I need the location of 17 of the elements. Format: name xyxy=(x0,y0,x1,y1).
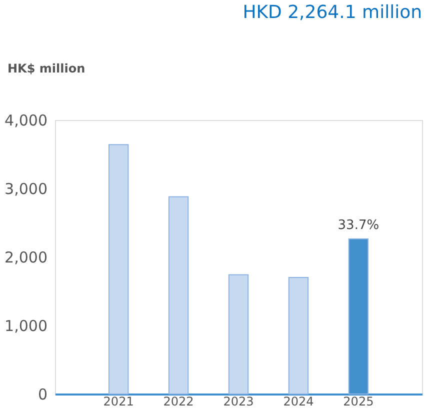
bar xyxy=(288,277,309,394)
x-tick-label: 2024 xyxy=(283,394,314,408)
x-tick-label: 2021 xyxy=(103,394,134,408)
y-tick-label: 1,000 xyxy=(4,317,48,335)
y-tick-label: 4,000 xyxy=(4,112,48,130)
bar xyxy=(168,196,189,394)
y-tick-label: 0 xyxy=(38,386,48,404)
annotation: 33.7% xyxy=(338,218,380,233)
chart-title: HKD 2,264.1 million xyxy=(242,2,422,23)
x-tick-label: 2022 xyxy=(163,394,194,408)
x-tick-label: 2023 xyxy=(223,394,254,408)
x-tick-label: 2025 xyxy=(343,394,374,408)
y-tick-label: 2,000 xyxy=(4,248,48,266)
bar xyxy=(108,144,129,394)
bar xyxy=(228,274,249,394)
y-axis-title: HK$ million xyxy=(8,62,86,76)
y-tick-label: 3,000 xyxy=(4,180,48,198)
